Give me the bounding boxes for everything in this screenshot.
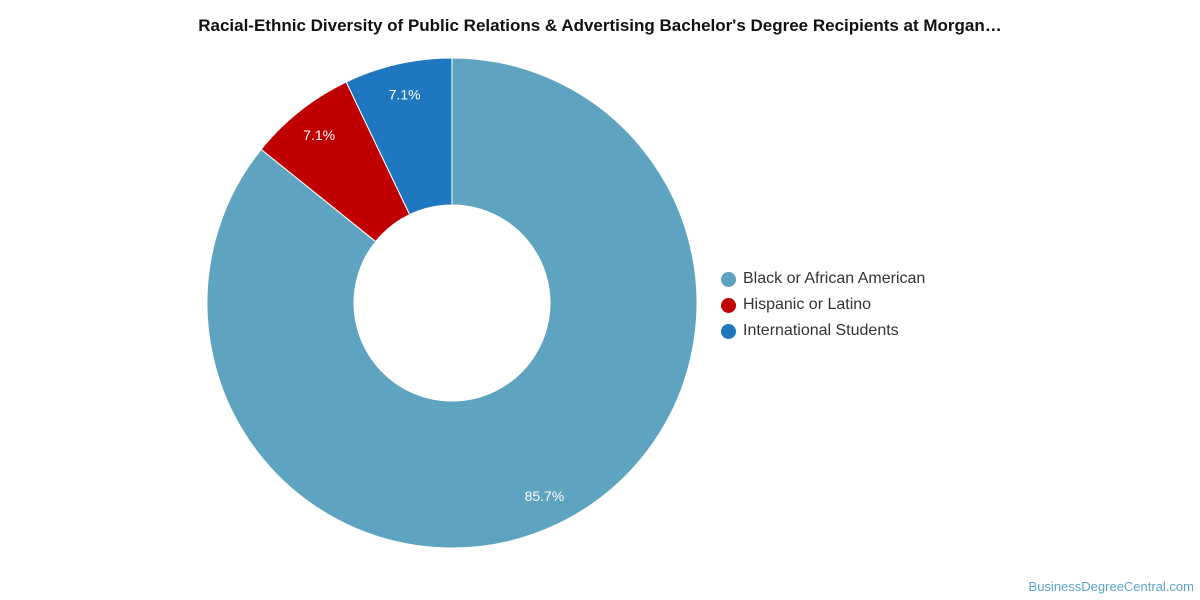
legend-label: Black or African American (743, 270, 926, 287)
slice-label-hispanic-or-latino: 7.1% (303, 127, 335, 143)
legend-item-black-or-african-american[interactable]: Black or African American (721, 266, 925, 292)
legend-item-hispanic-or-latino[interactable]: Hispanic or Latino (721, 292, 925, 318)
legend: Black or African American Hispanic or La… (721, 266, 925, 344)
slice-black-or-african-american[interactable] (206, 57, 698, 549)
slice-label-black-or-african-american: 85.7% (525, 488, 565, 504)
legend-item-international-students[interactable]: International Students (721, 318, 925, 344)
legend-swatch-icon (721, 297, 736, 313)
legend-label: Hispanic or Latino (743, 296, 872, 313)
slice-international-students[interactable] (345, 57, 453, 216)
slice-label-international-students: 7.1% (389, 86, 421, 102)
legend-swatch-icon (721, 271, 736, 287)
source-credit-link[interactable]: BusinessDegreeCentral.com (1028, 579, 1194, 594)
legend-label: International Students (743, 322, 899, 339)
legend-swatch-icon (721, 323, 736, 339)
chart-title: Racial-Ethnic Diversity of Public Relati… (198, 16, 1002, 35)
